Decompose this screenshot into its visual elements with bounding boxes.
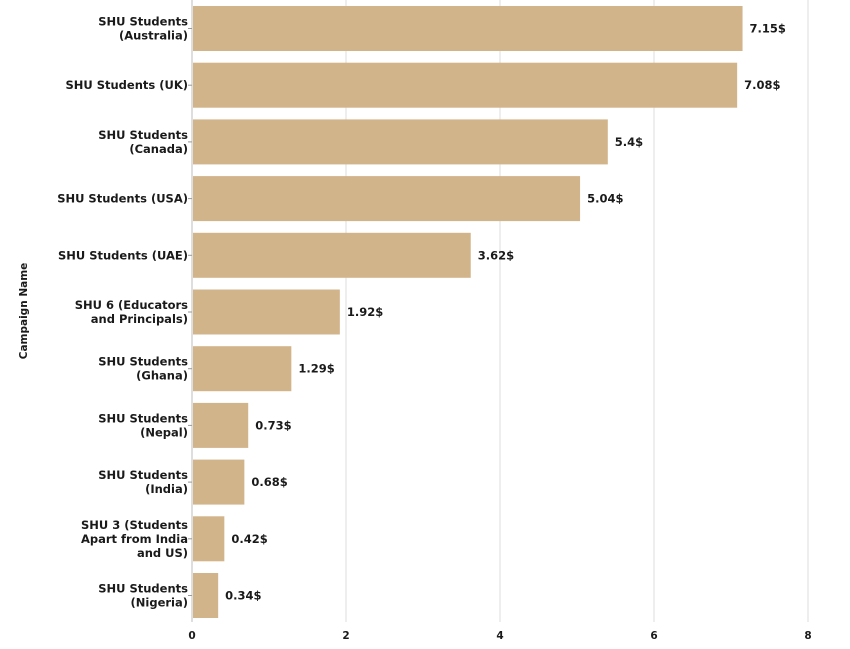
y-axis-title: Campaign Name bbox=[18, 263, 30, 360]
category-label: SHU Students (India) bbox=[98, 468, 188, 496]
bar bbox=[193, 176, 581, 222]
value-label: 7.15$ bbox=[750, 22, 786, 36]
value-label: 7.08$ bbox=[744, 78, 780, 92]
value-label: 1.29$ bbox=[298, 362, 334, 376]
value-label: 1.92$ bbox=[347, 305, 383, 319]
category-label: SHU Students (Australia) bbox=[98, 15, 188, 43]
value-label: 0.73$ bbox=[255, 418, 291, 432]
category-label: SHU Students (Canada) bbox=[98, 128, 188, 156]
category-label: SHU Students (UK) bbox=[65, 78, 188, 92]
bar bbox=[193, 232, 471, 278]
value-label: 5.4$ bbox=[615, 135, 643, 149]
category-label: SHU Students (Ghana) bbox=[98, 355, 188, 383]
bar bbox=[193, 573, 219, 618]
bar bbox=[193, 6, 743, 51]
value-label: 3.62$ bbox=[478, 248, 514, 262]
category-label: SHU Students (Nigeria) bbox=[98, 582, 188, 610]
bars bbox=[188, 6, 743, 618]
category-labels: SHU Students (Australia) SHU Students (UK)… bbox=[57, 15, 188, 610]
x-tick-label: 6 bbox=[650, 630, 657, 642]
value-label: 0.42$ bbox=[231, 532, 267, 546]
bar bbox=[193, 402, 249, 448]
value-label: 0.68$ bbox=[251, 475, 287, 489]
x-tick-label: 2 bbox=[342, 630, 349, 642]
category-label: SHU 6 (Educators and Principals) bbox=[75, 298, 188, 326]
x-tick-label: 8 bbox=[804, 630, 811, 642]
bar bbox=[193, 289, 340, 335]
category-label: SHU Students (USA) bbox=[57, 192, 188, 206]
x-tick-label: 4 bbox=[496, 630, 503, 642]
value-label: 5.04$ bbox=[587, 192, 623, 206]
bar bbox=[193, 62, 738, 108]
bar bbox=[193, 516, 225, 562]
category-label: SHU 3 (Students Apart from India and US) bbox=[81, 518, 188, 560]
value-labels: 7.15$ 7.08$ 5.4$ 5.04$ 3.62$ 1.92$ 1.29$ 0.73$ 0… bbox=[225, 22, 786, 603]
x-tick-labels: 0 2 4 6 8 bbox=[188, 630, 811, 642]
bar bbox=[193, 459, 245, 505]
x-tick-label: 0 bbox=[188, 630, 195, 642]
category-label: SHU Students (Nepal) bbox=[98, 411, 188, 439]
bar bbox=[193, 119, 608, 165]
bar bbox=[193, 346, 292, 392]
value-label: 0.34$ bbox=[225, 589, 261, 603]
category-label: SHU Students (UAE) bbox=[58, 248, 188, 262]
